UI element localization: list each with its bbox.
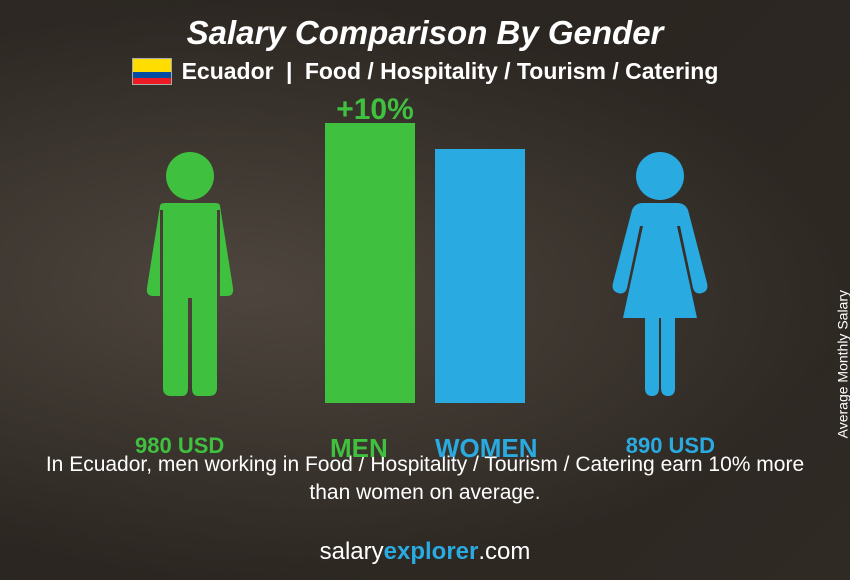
male-svg	[105, 148, 275, 398]
subtitle-text: Ecuador | Food / Hospitality / Tourism /…	[182, 58, 719, 85]
infographic-content: Salary Comparison By Gender Ecuador | Fo…	[0, 0, 850, 580]
sector-name: Food / Hospitality / Tourism / Catering	[305, 58, 719, 84]
difference-label: +10%	[315, 93, 435, 127]
male-label: MEN	[330, 433, 388, 464]
bar-female	[435, 149, 525, 403]
flag-stripe-yellow	[133, 59, 171, 72]
brand-part3: .com	[478, 538, 530, 565]
separator: |	[286, 58, 292, 84]
footer-brand: salaryexplorer.com	[0, 538, 850, 566]
flag-stripe-red	[133, 78, 171, 84]
male-salary: 980 USD	[135, 433, 224, 459]
female-salary: 890 USD	[626, 433, 715, 459]
bar-male	[325, 123, 415, 403]
brand-part1: salary	[320, 538, 384, 565]
female-icon	[575, 148, 745, 403]
chart-area: +10% 980 USD MEN WOMEN 890 US	[85, 103, 765, 433]
female-label: WOMEN	[435, 433, 538, 464]
subtitle-row: Ecuador | Food / Hospitality / Tourism /…	[0, 58, 850, 85]
male-icon	[105, 148, 275, 403]
brand-part2: explorer	[384, 538, 479, 565]
country-name: Ecuador	[182, 58, 274, 84]
female-svg	[575, 148, 745, 398]
main-title: Salary Comparison By Gender	[0, 0, 850, 52]
summary-text: In Ecuador, men working in Food / Hospit…	[40, 451, 810, 508]
y-axis-label: Average Monthly Salary	[834, 290, 850, 438]
flag-icon	[132, 58, 172, 85]
